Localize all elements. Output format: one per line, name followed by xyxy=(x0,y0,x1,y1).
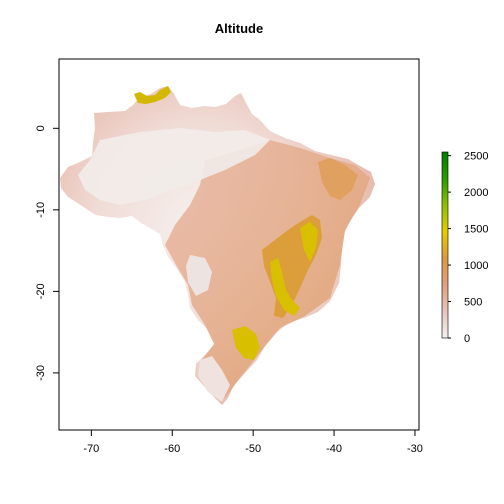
legend-tick-label: 0 xyxy=(464,333,470,345)
altitude-legend: 0 500 1000 1500 2000 2500 xyxy=(441,151,488,345)
y-tick-label: 0 xyxy=(35,125,47,131)
brazil-landmass xyxy=(60,86,375,405)
x-tick-label: -30 xyxy=(407,443,423,455)
peak-espinhaco xyxy=(300,222,318,262)
peak-mantiqueira xyxy=(270,258,300,316)
x-tick-label: -60 xyxy=(164,443,180,455)
legend-tick-label: 500 xyxy=(464,297,482,309)
map-title: Altitude xyxy=(214,21,264,36)
y-tick-label: -30 xyxy=(35,365,47,381)
peak-serra-geral xyxy=(232,326,260,360)
x-tick-label: -50 xyxy=(245,443,261,455)
x-tick-label: -70 xyxy=(83,443,99,455)
y-axis: 0 -10 -20 -30 xyxy=(35,125,60,381)
amazon-basin xyxy=(78,128,270,205)
x-tick-label: -40 xyxy=(326,443,342,455)
peak-chapada xyxy=(318,158,358,200)
legend-colorbar xyxy=(441,151,449,339)
pantanal-lowland xyxy=(186,255,212,296)
y-tick-label: -20 xyxy=(35,283,47,299)
southern-lowland xyxy=(198,356,230,402)
legend-tick-label: 1000 xyxy=(464,260,488,272)
legend-tick-label: 1500 xyxy=(464,224,488,236)
legend-tick-label: 2500 xyxy=(464,151,488,163)
x-axis: -70 -60 -50 -40 -30 xyxy=(83,429,423,455)
y-tick-label: -10 xyxy=(35,202,47,218)
peak-roraima xyxy=(134,86,171,104)
legend-tick-label: 2000 xyxy=(464,187,488,199)
highland-peaks xyxy=(134,86,358,360)
